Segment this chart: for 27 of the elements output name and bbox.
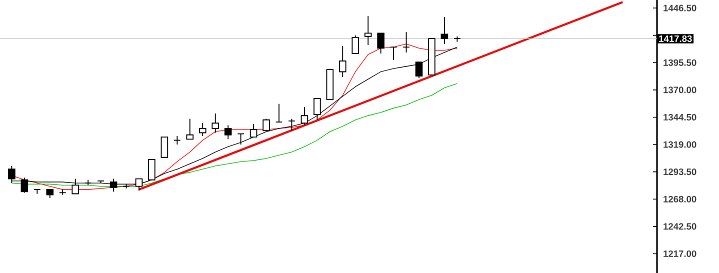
- y-tick-label: 1344.50: [664, 114, 696, 121]
- y-tick-label: 1319.00: [664, 141, 696, 148]
- candlestick: [212, 113, 219, 134]
- y-tick-label: 1293.50: [664, 168, 696, 176]
- candlestick: [300, 106, 308, 126]
- candlestick: [148, 159, 156, 180]
- candlestick: [326, 69, 334, 100]
- candlestick: [34, 189, 41, 194]
- y-tick-label: 1242.50: [664, 223, 696, 230]
- y-tick-label: 1395.50: [664, 59, 696, 66]
- candlestick: [250, 124, 258, 138]
- candlestick: [275, 103, 283, 123]
- ref-line-label: 1417.83: [659, 35, 692, 42]
- candlestick: [160, 136, 168, 158]
- candlestick: [440, 16, 448, 44]
- candlestick: [314, 98, 321, 120]
- candlestick: [390, 46, 398, 60]
- candlestick: [186, 118, 194, 140]
- candlestick: [364, 16, 372, 46]
- y-tick-label: 1446.50: [664, 4, 696, 12]
- candlestick: [338, 46, 346, 78]
- candlestick: [377, 32, 384, 54]
- y-tick-label: 1268.00: [664, 196, 696, 202]
- candlestick: [198, 122, 206, 136]
- y-tick-label: 1217.00: [664, 250, 696, 258]
- candlestick: [237, 133, 244, 145]
- y-tick-label: 1370.00: [664, 86, 696, 94]
